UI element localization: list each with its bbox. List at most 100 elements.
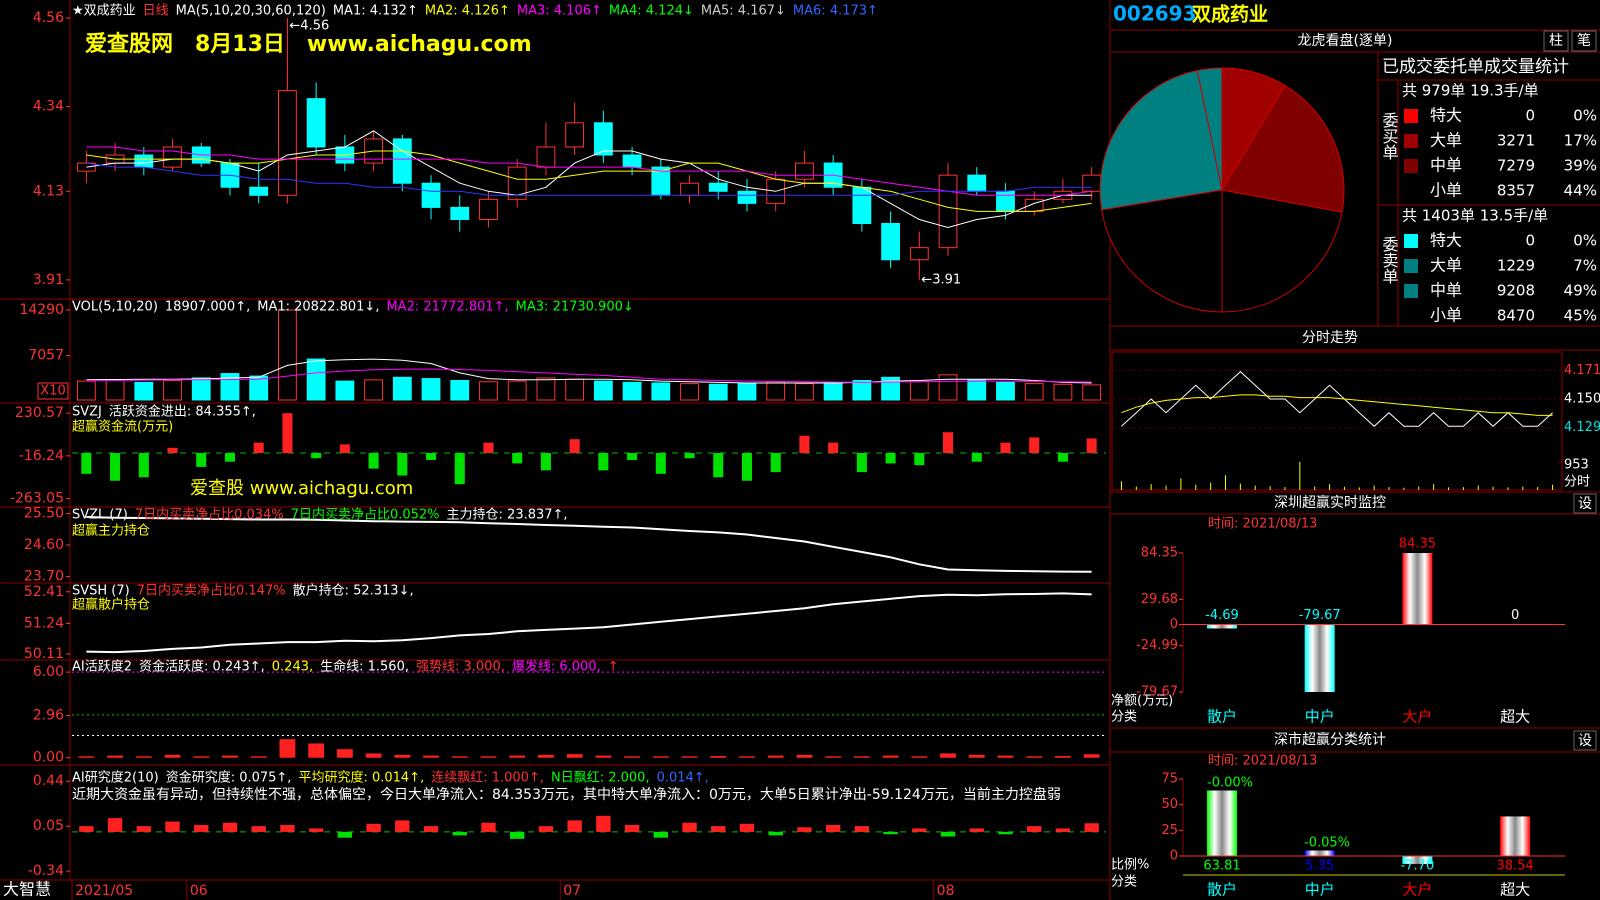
flow-bar — [1000, 442, 1011, 454]
panel-label: 主力持仓: 23.837↑, — [447, 508, 568, 523]
button[interactable] — [1573, 730, 1597, 751]
button-label[interactable]: 设 — [1578, 496, 1592, 512]
y-tick-label: 2.96 — [33, 707, 64, 723]
volume-bar — [766, 381, 786, 401]
activity-bar — [250, 756, 267, 758]
vol-label: 分时 — [1564, 475, 1590, 490]
button-label[interactable]: 柱 — [1549, 33, 1563, 49]
category-label: 超大 — [1500, 708, 1530, 726]
candle-body — [680, 182, 699, 196]
panel-label: MA6: 4.173↑ — [793, 4, 878, 19]
research-bar — [165, 821, 180, 832]
value-label: 0 — [1511, 608, 1519, 623]
volume-bar — [680, 383, 699, 401]
row-volume: 3271 — [1497, 132, 1535, 150]
panel-subtitle: 超赢主力持仓 — [72, 523, 150, 539]
row-volume: 7279 — [1497, 157, 1535, 175]
sell-side-label: 委卖单 — [1380, 236, 1399, 284]
activity-bar — [853, 756, 870, 758]
category-label: 中户 — [1305, 708, 1335, 726]
section-title: 龙虎看盘(逐单) — [1298, 32, 1393, 49]
volume-bar — [392, 376, 412, 401]
volume-bar — [651, 382, 671, 401]
panel-label: 日线 — [143, 4, 169, 19]
y-tick-label: 23.70 — [24, 569, 64, 585]
value-label: 38.54 — [1496, 859, 1533, 874]
panel-label: 7日内买卖净占比0.052% — [291, 507, 440, 523]
research-bar — [366, 823, 381, 832]
panel-label: MA1: 20822.801↓, — [257, 300, 379, 315]
flow-bar — [914, 453, 925, 466]
row-volume: 0 — [1525, 232, 1535, 250]
button-label[interactable]: 笔 — [1577, 33, 1591, 49]
activity-bar — [911, 756, 928, 758]
row-volume: 1229 — [1497, 257, 1535, 275]
legend-swatch — [1404, 284, 1418, 298]
button[interactable] — [1573, 493, 1597, 514]
flow-bar — [598, 453, 609, 471]
activity-bar — [968, 754, 985, 758]
candle-body — [622, 154, 642, 168]
volume-bar — [249, 375, 269, 401]
research-bar — [969, 828, 984, 832]
ma-line — [86, 368, 1092, 383]
candle-body — [996, 190, 1015, 212]
candle-body — [392, 138, 412, 184]
flow-bar — [627, 453, 638, 460]
panel-label: 资金活跃度: 0.243↑, — [139, 659, 265, 675]
stock-name: 双成药业 — [1192, 3, 1268, 26]
y-tick-label: 25.50 — [24, 506, 64, 522]
panel-label: 7日内买卖净占比0.034% — [135, 507, 284, 523]
candle-body — [249, 186, 269, 196]
panel-label: MA(5,10,20,30,60,120) — [176, 4, 326, 19]
flow-bar — [655, 453, 666, 474]
volume-bar — [1024, 383, 1044, 401]
flow-bar — [397, 453, 408, 476]
row-volume: 0 — [1525, 107, 1535, 125]
button[interactable] — [1571, 30, 1597, 52]
candle-body — [278, 90, 297, 196]
volume-bar — [938, 374, 958, 401]
ma-line — [86, 150, 1092, 212]
panel-label: MA5: 4.167↓ — [701, 4, 786, 19]
ma-line — [86, 130, 1092, 229]
panel-label: N日飘红: 2.000, — [551, 770, 650, 786]
activity-bar — [451, 756, 468, 758]
activity-bar — [681, 756, 698, 758]
activity-bar — [279, 739, 296, 758]
research-bar — [739, 823, 755, 832]
candle-body — [421, 182, 441, 208]
volume-bar — [450, 379, 470, 401]
row-volume: 9208 — [1497, 282, 1535, 300]
research-bar — [251, 826, 266, 832]
activity-bar — [509, 755, 526, 758]
x-axis-label: 分类 — [1111, 875, 1137, 890]
y-tick-label: 0.05 — [33, 818, 64, 834]
y-tick-label: 3.91 — [33, 272, 64, 288]
panel-label: 散户持仓: 52.313↓, — [293, 583, 414, 599]
flow-bar — [167, 447, 178, 454]
button-label[interactable]: 设 — [1578, 733, 1592, 749]
flow-bar — [196, 453, 207, 467]
ratio-note: -0.00% — [1207, 776, 1253, 791]
pie-slice — [1099, 69, 1223, 211]
candle-body — [76, 162, 96, 172]
flow-bar — [741, 453, 752, 481]
flow-bar — [483, 442, 494, 454]
flow-bar — [253, 442, 264, 454]
flow-bar — [512, 453, 523, 464]
category-label: 大户 — [1402, 708, 1432, 726]
legend-swatch — [1404, 234, 1418, 248]
activity-bar — [1083, 754, 1100, 758]
row-pct: 0% — [1573, 107, 1597, 125]
intraday-frame — [1111, 351, 1563, 491]
panel-label: MA2: 21772.801↑, — [386, 300, 508, 315]
legend-swatch — [1404, 159, 1418, 173]
button[interactable] — [1543, 30, 1569, 52]
panel-label: 0.243, — [272, 660, 313, 675]
value-label: 5.35 — [1305, 859, 1334, 874]
flow-bar — [224, 453, 235, 462]
bar — [1207, 624, 1237, 629]
